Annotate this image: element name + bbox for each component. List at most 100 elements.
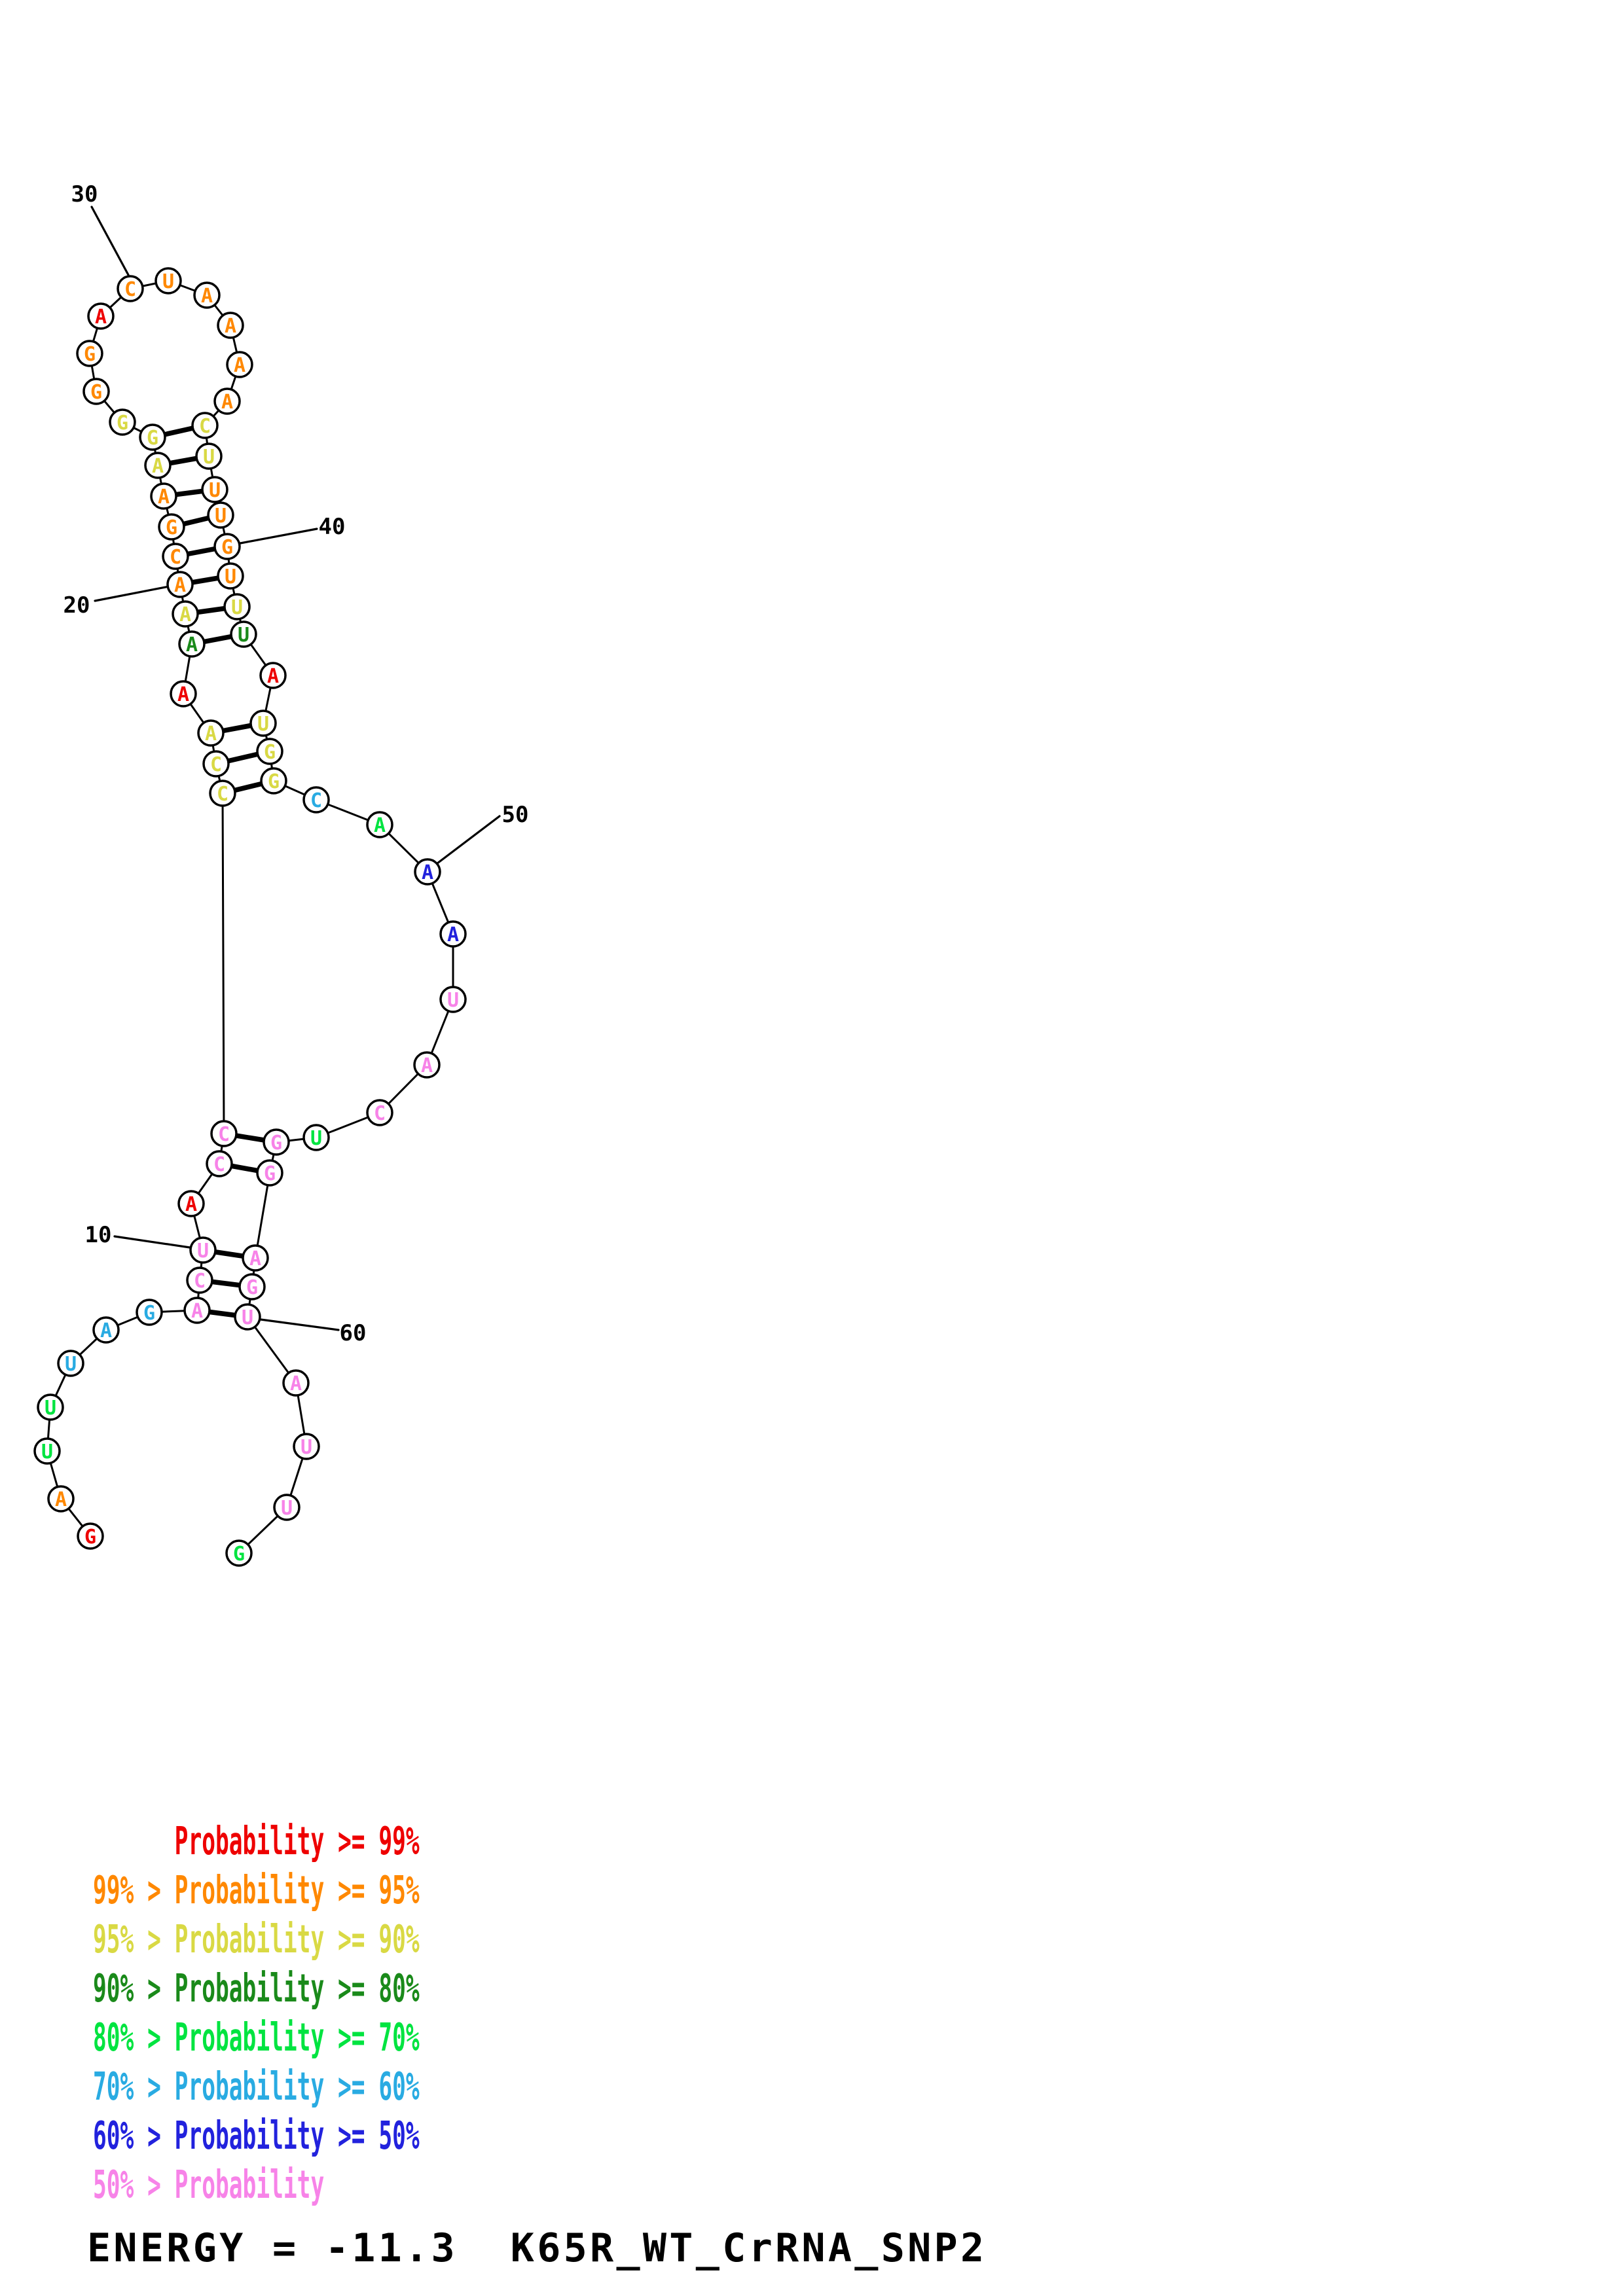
- nucleotide-circle-U4: [37, 1393, 64, 1421]
- backbone-segment: [254, 1172, 271, 1259]
- nucleotide-letter-U5: U: [65, 1353, 77, 1376]
- nucleotide-circle-U39: [207, 501, 234, 529]
- backbone-segment: [246, 1316, 297, 1384]
- nucleotide-circle-A23: [150, 482, 177, 510]
- nucleotide-letter-C15: C: [210, 753, 222, 776]
- nucleotide-circle-G40: [213, 533, 241, 560]
- nucleotide-circle-A29: [87, 302, 115, 330]
- nucleotide-letter-A33: A: [225, 315, 236, 338]
- nucleotide-letter-A18: A: [186, 634, 198, 656]
- nucleotide-letter-U43: U: [238, 624, 249, 647]
- energy-text: ENERGY = -11.3 K65R_WT_CrRNA_SNP2: [87, 2225, 987, 2271]
- nucleotide-circle-G47: [260, 767, 287, 795]
- nucleotide-circle-A17: [170, 680, 197, 708]
- legend-row-p50: 60% > Probability >= 50%: [93, 2113, 420, 2158]
- nucleotide-letter-G27: G: [90, 381, 102, 404]
- nucleotide-letter-C54: C: [374, 1102, 386, 1125]
- nucleotide-letter-A61: A: [290, 1372, 302, 1395]
- nucleotide-circle-A6: [92, 1316, 120, 1344]
- nucleotide-letter-A19: A: [179, 603, 191, 626]
- nucleotide-circle-U3: [33, 1437, 61, 1465]
- nucleotide-circle-A11: [177, 1190, 205, 1217]
- nucleotide-circle-C15: [202, 750, 230, 778]
- nucleotide-letter-C30: C: [124, 278, 136, 301]
- nucleotide-letter-A24: A: [152, 455, 164, 478]
- nucleotide-letter-U38: U: [209, 479, 221, 502]
- nucleotide-letter-U62: U: [301, 1436, 312, 1459]
- nucleotide-circle-U5: [57, 1350, 84, 1377]
- position-label-50: 50: [502, 802, 529, 828]
- nucleotide-letter-C12: C: [213, 1153, 225, 1176]
- nucleotide-circle-C14: [209, 780, 236, 807]
- nucleotide-letter-U63: U: [281, 1497, 293, 1520]
- nucleotide-letter-A29: A: [95, 306, 107, 329]
- leader-lines: [90, 206, 501, 1331]
- backbone-segment: [221, 792, 225, 1135]
- nucleotide-letter-A11: A: [185, 1193, 197, 1216]
- nucleotide-circle-G59: [238, 1273, 266, 1300]
- nucleotide-circle-U42: [223, 593, 251, 620]
- legend-row-p80: 90% > Probability >= 80%: [93, 1966, 420, 2011]
- nucleotide-circle-G46: [256, 738, 283, 765]
- legend-row-below50: 50% > Probability: [93, 2162, 324, 2207]
- nucleotide-circle-A50: [414, 858, 441, 886]
- position-label-10: 10: [85, 1222, 112, 1248]
- nucleotide-circle-C21: [162, 543, 189, 570]
- position-leader-line: [259, 1318, 340, 1331]
- nucleotide-letter-A20: A: [174, 574, 186, 597]
- nucleotide-circle-G22: [158, 513, 185, 541]
- nucleotide-letter-C9: C: [194, 1270, 206, 1293]
- nucleotide-letter-C13: C: [218, 1123, 230, 1146]
- nucleotide-letter-U4: U: [45, 1397, 56, 1420]
- position-leader-line: [113, 1235, 191, 1249]
- backbone-lines: [46, 279, 454, 1554]
- nucleotide-circle-A49: [366, 811, 393, 838]
- position-label-30: 30: [71, 181, 98, 207]
- nucleotide-circle-U52: [439, 986, 467, 1013]
- nucleotide-letter-U55: U: [310, 1127, 322, 1150]
- nucleotide-circle-G25: [139, 423, 166, 451]
- nucleotide-letter-U39: U: [215, 505, 227, 528]
- position-leader-line: [90, 206, 130, 276]
- nucleotide-letter-A58: A: [249, 1247, 261, 1270]
- nucleotide-circle-A34: [226, 351, 253, 378]
- nucleotide-circle-U55: [302, 1124, 330, 1151]
- nucleotide-letter-A17: A: [177, 683, 189, 706]
- nucleotide-circle-A61: [282, 1369, 310, 1397]
- nucleotide-circle-A32: [193, 281, 221, 309]
- nucleotide-circle-A20: [166, 571, 194, 598]
- position-leader-line: [239, 528, 318, 545]
- nucleotide-letter-C14: C: [217, 783, 228, 806]
- nucleotide-circle-U63: [273, 1494, 301, 1521]
- nucleotide-circle-U10: [189, 1236, 217, 1264]
- nucleotide-letter-A8: A: [191, 1300, 203, 1323]
- nucleotide-letter-A6: A: [100, 1319, 112, 1342]
- nucleotide-letter-G59: G: [246, 1276, 258, 1299]
- nucleotide-letter-A51: A: [447, 924, 459, 946]
- nucleotide-letter-G26: G: [117, 412, 128, 435]
- nucleotide-circle-A35: [213, 387, 241, 415]
- nucleotide-circle-A19: [172, 600, 199, 628]
- nucleotide-circle-A58: [242, 1244, 269, 1272]
- nucleotide-circle-C48: [302, 786, 330, 814]
- nucleotide-letter-U52: U: [447, 989, 459, 1012]
- nucleotide-letter-G28: G: [84, 343, 96, 366]
- nucleotide-letter-U45: U: [257, 713, 269, 736]
- legend-row-p70: 80% > Probability >= 70%: [93, 2015, 420, 2060]
- nucleotide-circle-C54: [366, 1099, 393, 1126]
- nucleotide-letter-G7: G: [143, 1302, 155, 1325]
- nucleotide-circle-G27: [82, 378, 110, 405]
- nucleotide-letter-A50: A: [422, 861, 433, 884]
- nucleotide-letter-G64: G: [233, 1543, 245, 1566]
- nucleotide-circle-A8: [183, 1297, 211, 1324]
- nucleotide-letter-A44: A: [267, 665, 279, 688]
- nucleotide-circle-G7: [136, 1299, 163, 1326]
- nucleotide-circle-U45: [249, 709, 277, 737]
- nucleotide-letter-G22: G: [166, 516, 177, 539]
- nucleotide-letter-C48: C: [310, 789, 322, 812]
- nucleotide-circle-U43: [230, 620, 257, 648]
- nucleotide-circle-G26: [109, 408, 136, 436]
- nucleotide-letter-G47: G: [268, 770, 280, 793]
- nucleotide-circle-G56: [263, 1128, 290, 1156]
- nucleotide-letter-C36: C: [199, 415, 211, 438]
